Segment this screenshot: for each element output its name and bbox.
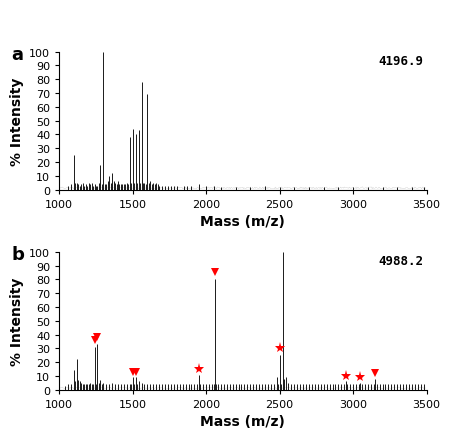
Text: 4196.9: 4196.9	[378, 55, 423, 68]
X-axis label: Mass (m/z): Mass (m/z)	[201, 414, 285, 428]
Y-axis label: % Intensity: % Intensity	[9, 77, 24, 166]
Text: a: a	[11, 46, 24, 64]
Text: b: b	[11, 245, 24, 263]
X-axis label: Mass (m/z): Mass (m/z)	[201, 215, 285, 229]
Y-axis label: % Intensity: % Intensity	[9, 277, 24, 365]
Text: 4988.2: 4988.2	[378, 255, 423, 268]
